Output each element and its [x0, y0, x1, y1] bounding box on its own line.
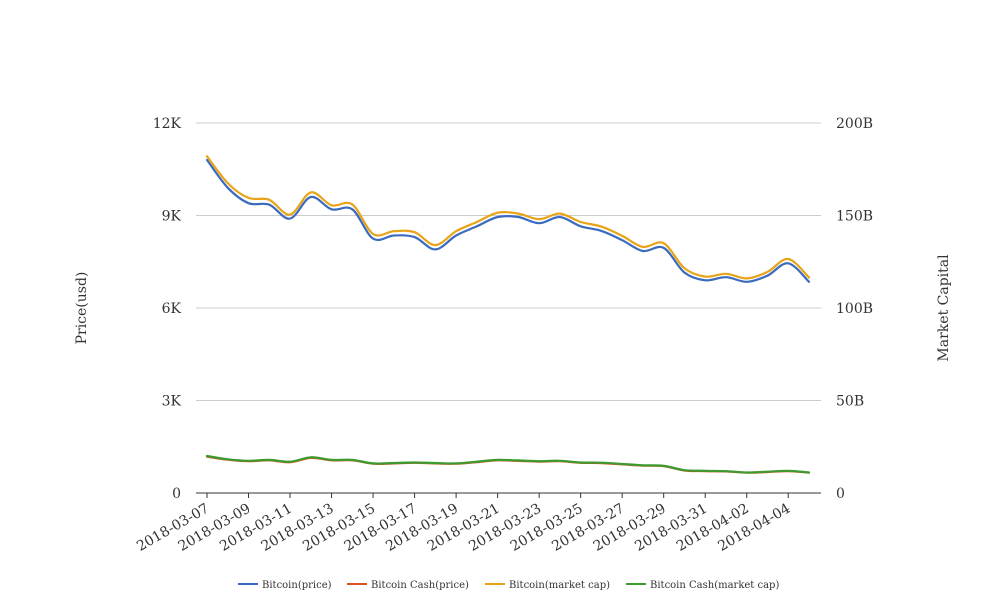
y2-tick-label: 200B	[836, 116, 873, 132]
y2-tick-label: 100B	[836, 301, 873, 317]
legend-label-bitcoin-cash-price: Bitcoin Cash(price)	[371, 580, 469, 591]
series-lines	[205, 155, 811, 474]
legend-label-bitcoin-cash-market-cap: Bitcoin Cash(market cap)	[650, 580, 779, 591]
right-axis-ticks: 0 50B 100B 150B 200B	[836, 116, 873, 502]
y-tick-label: 3K	[162, 394, 182, 410]
y-tick-label: 12K	[153, 116, 182, 132]
y-tick-label: 6K	[162, 301, 182, 317]
x-axis-ticks: 2018-03-072018-03-092018-03-112018-03-13…	[134, 493, 793, 555]
legend: Bitcoin(price) Bitcoin Cash(price) Bitcoin…	[238, 580, 779, 591]
y2-tick-label: 150B	[836, 209, 873, 225]
gridlines	[196, 122, 821, 401]
left-axis-title: Price(usd)	[74, 272, 90, 345]
y-tick-label: 0	[172, 486, 181, 502]
series-line-bitcoin-market-cap	[205, 155, 811, 280]
left-axis-ticks: 0 3K 6K 9K 12K	[153, 116, 182, 502]
y2-tick-label: 50B	[836, 394, 864, 410]
legend-label-bitcoin-price: Bitcoin(price)	[262, 580, 332, 591]
series-line-bitcoin-cash-market-cap	[205, 454, 811, 474]
legend-label-bitcoin-market-cap: Bitcoin(market cap)	[509, 580, 610, 591]
series-line-bitcoin-price	[205, 158, 811, 283]
y-tick-label: 9K	[162, 209, 182, 225]
right-axis-title: Market Capital	[936, 254, 952, 362]
y2-tick-label: 0	[836, 486, 845, 502]
